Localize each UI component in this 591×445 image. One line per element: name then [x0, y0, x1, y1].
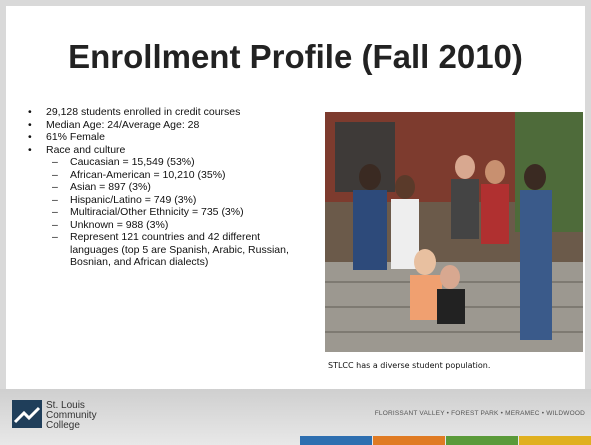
logo-line: College [46, 421, 97, 431]
sub-bullet: Caucasian = 15,549 (53%) [46, 156, 306, 169]
logo-icon [12, 400, 42, 428]
campus-name: FOREST PARK [445, 410, 499, 417]
sub-bullet: Hispanic/Latino = 749 (3%) [46, 194, 306, 207]
sub-bullet: Multiracial/Other Ethnicity = 735 (3%) [46, 206, 306, 219]
bullet: 29,128 students enrolled in credit cours… [26, 106, 306, 119]
sub-bullet: Represent 121 countries and 42 different… [46, 231, 306, 269]
page: Enrollment Profile (Fall 2010) 29,128 st… [0, 0, 591, 445]
bullet: 61% Female [26, 131, 306, 144]
campus-name: FLORISSANT VALLEY [375, 410, 445, 417]
photo-caption: STLCC has a diverse student population. [328, 361, 490, 370]
campus-name: WILDWOOD [540, 410, 585, 417]
campus-bars [300, 436, 591, 445]
bullet: Median Age: 24/Average Age: 28 [26, 119, 306, 132]
bullet-text: 61% Female [46, 131, 105, 143]
campus-name: MERAMEC [499, 410, 540, 417]
slide: Enrollment Profile (Fall 2010) 29,128 st… [6, 6, 585, 389]
sub-bullet: African-American = 10,210 (35%) [46, 169, 306, 182]
bullet-text: 29,128 students enrolled in credit cours… [46, 106, 240, 118]
sub-bullet: Unknown = 988 (3%) [46, 219, 306, 232]
slide-title: Enrollment Profile (Fall 2010) [6, 38, 585, 76]
sub-bullet: Asian = 897 (3%) [46, 181, 306, 194]
bullet-text: Median Age: 24/Average Age: 28 [46, 119, 199, 131]
bullet-text: Race and culture [46, 144, 125, 156]
bullet-list: 29,128 students enrolled in credit cours… [26, 106, 306, 269]
bullet: Race and cultureCaucasian = 15,549 (53%)… [26, 144, 306, 269]
sub-list: Caucasian = 15,549 (53%)African-American… [46, 156, 306, 269]
campus-list: FLORISSANT VALLEYFOREST PARKMERAMECWILDW… [375, 410, 585, 417]
photo [325, 112, 583, 352]
